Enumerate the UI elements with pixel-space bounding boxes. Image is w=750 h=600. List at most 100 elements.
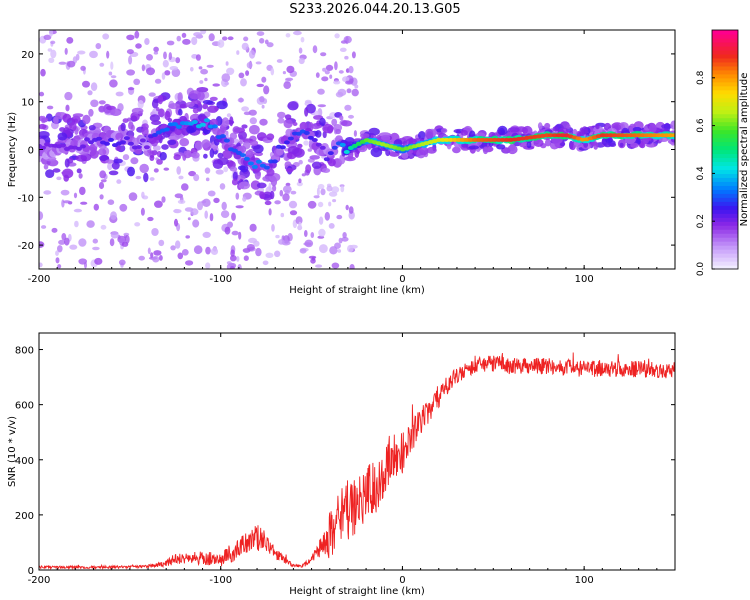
heatmap-speckle bbox=[87, 90, 93, 96]
heatmap-speckle bbox=[313, 195, 320, 199]
colorbar-segment bbox=[712, 89, 738, 95]
heatmap-speckle bbox=[332, 199, 337, 203]
heatmap-speckle bbox=[280, 212, 285, 218]
heatmap-speckle bbox=[110, 61, 114, 70]
heatmap-speckle bbox=[298, 57, 305, 65]
heatmap-halo bbox=[41, 117, 49, 123]
heatmap-speckle bbox=[220, 210, 230, 219]
heatmap-ridge-core bbox=[339, 142, 346, 147]
heatmap-halo bbox=[341, 120, 353, 127]
colorbar-segment bbox=[712, 261, 738, 266]
heatmap-speckle bbox=[126, 49, 134, 55]
heatmap-ridge-core bbox=[243, 156, 250, 161]
colorbar-segment bbox=[712, 49, 738, 55]
heatmap-speckle bbox=[307, 148, 312, 152]
heatmap-speckle bbox=[317, 183, 325, 190]
heatmap-speckle bbox=[268, 182, 272, 192]
heatmap-halo bbox=[229, 116, 234, 127]
heatmap-ridge-core bbox=[219, 134, 226, 139]
heatmap-speckle bbox=[224, 226, 231, 235]
colorbar-segment bbox=[712, 177, 738, 182]
colorbar-segment bbox=[712, 149, 738, 155]
chart-title: S233.2026.044.20.13.G05 bbox=[289, 2, 461, 17]
heatmap-speckle bbox=[286, 65, 295, 74]
heatmap-speckle bbox=[248, 109, 257, 116]
heatmap-speckle bbox=[317, 201, 324, 208]
heatmap-speckle bbox=[255, 247, 262, 257]
heatmap-speckle bbox=[347, 244, 354, 253]
heatmap-halo bbox=[425, 128, 434, 139]
heatmap-ridge-core bbox=[175, 124, 182, 129]
snr-ytick-label: 400 bbox=[15, 456, 34, 467]
heatmap-speckle bbox=[259, 96, 265, 103]
heatmap-halo bbox=[99, 155, 109, 162]
heatmap-speckle bbox=[48, 57, 55, 63]
heatmap-speckle bbox=[226, 113, 232, 118]
heatmap-halo bbox=[52, 168, 61, 173]
heatmap-speckle bbox=[207, 190, 216, 197]
heatmap-halo bbox=[105, 159, 115, 164]
heatmap-halo bbox=[89, 149, 99, 159]
heatmap-halo bbox=[292, 122, 298, 126]
heatmap-speckle bbox=[230, 266, 235, 269]
heatmap-speckle bbox=[64, 47, 68, 55]
heatmap-speckle bbox=[185, 260, 194, 266]
snr-xtick-label: 0 bbox=[399, 575, 405, 586]
heatmap-speckle bbox=[304, 230, 308, 237]
heatmap-speckle bbox=[158, 239, 165, 247]
heatmap-speckle bbox=[66, 37, 74, 44]
heatmap-halo bbox=[61, 170, 72, 175]
heatmap-halo bbox=[544, 122, 551, 130]
heatmap-halo bbox=[88, 125, 96, 131]
heatmap-speckle bbox=[259, 118, 268, 126]
colorbar-segment bbox=[712, 93, 738, 99]
heatmap-speckle bbox=[100, 179, 107, 183]
heatmap-speckle bbox=[106, 50, 110, 59]
heatmap-halo bbox=[161, 144, 169, 150]
heatmap-speckle bbox=[274, 200, 281, 205]
heatmap-halo bbox=[113, 158, 123, 164]
heatmap-speckle bbox=[265, 252, 274, 258]
heatmap-speckle bbox=[296, 181, 303, 187]
heatmap-speckle bbox=[262, 260, 269, 266]
heatmap-halo bbox=[321, 168, 331, 173]
heatmap-speckle bbox=[126, 34, 135, 41]
heatmap-speckle bbox=[248, 49, 256, 59]
heatmap-speckle bbox=[161, 72, 166, 80]
heatmap-speckle bbox=[57, 264, 62, 269]
heatmap-ridge-core bbox=[84, 137, 90, 142]
heatmap-ridge-core bbox=[199, 122, 206, 127]
heatmap-halo bbox=[53, 116, 59, 125]
heatmap-halo bbox=[566, 124, 571, 129]
heatmap-halo bbox=[69, 121, 77, 132]
heatmap-speckle bbox=[119, 203, 128, 212]
heatmap-halo bbox=[595, 124, 600, 130]
heatmap-ridge-core bbox=[163, 127, 170, 132]
heatmap-halo bbox=[426, 146, 437, 154]
heatmap-halo bbox=[159, 151, 167, 161]
heatmap-speckle bbox=[205, 246, 211, 255]
heatmap-speckle bbox=[282, 185, 292, 193]
colorbar-segment bbox=[712, 61, 738, 67]
heatmap-speckle bbox=[317, 104, 326, 108]
heatmap-halo bbox=[110, 108, 122, 116]
snr-series-line bbox=[39, 352, 675, 570]
heatmap-speckle bbox=[328, 223, 335, 229]
heatmap-halo bbox=[277, 111, 286, 119]
heatmap-speckle bbox=[243, 111, 251, 116]
heatmap-speckle bbox=[175, 240, 181, 249]
colorbar-tick-label: 0.2 bbox=[696, 214, 706, 228]
heatmap-ridge-core bbox=[303, 131, 310, 135]
heatmap-speckle bbox=[147, 216, 154, 222]
heatmap-speckle bbox=[192, 219, 200, 228]
heatmap-halo bbox=[250, 180, 261, 190]
heatmap-speckle bbox=[256, 31, 265, 36]
heatmap-speckle bbox=[152, 255, 160, 263]
heatmap-ridge-core bbox=[40, 145, 46, 150]
heatmap-speckle bbox=[237, 264, 242, 269]
heatmap-speckle bbox=[315, 72, 320, 78]
heatmap-speckle bbox=[320, 52, 327, 57]
heatmap-ridge-core bbox=[247, 161, 254, 166]
heatmap-halo bbox=[283, 119, 293, 129]
